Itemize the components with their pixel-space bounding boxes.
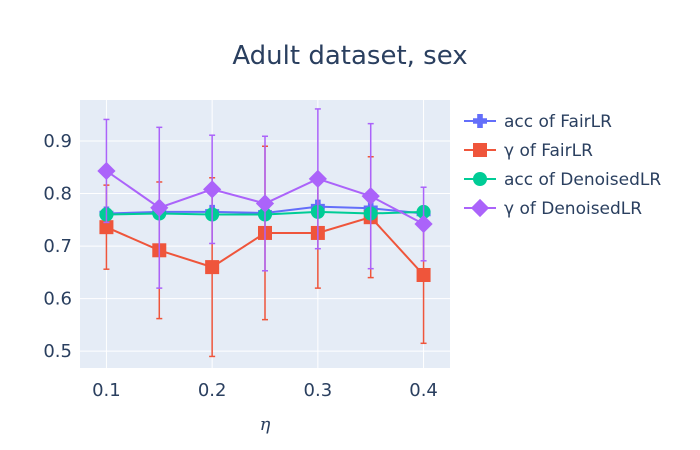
- x-tick-label: 0.1: [92, 380, 121, 401]
- legend[interactable]: acc of FairLR γ of FairLR acc of DenoisedL…: [464, 112, 661, 219]
- tick-labels: 0.1 0.2 0.3 0.4 0.5 0.6 0.7 0.8 0.9: [43, 131, 438, 401]
- x-tick-label: 0.4: [409, 380, 438, 401]
- data-point: [308, 169, 327, 188]
- legend-label: γ of FairLR: [504, 141, 593, 161]
- y-tick-label: 0.8: [43, 184, 72, 205]
- y-tick-label: 0.6: [43, 289, 72, 310]
- y-tick-label: 0.5: [43, 341, 72, 362]
- chart-title: Adult dataset, sex: [232, 41, 467, 71]
- legend-label: acc of FairLR: [504, 112, 612, 132]
- x-axis-title: η: [260, 414, 271, 435]
- legend-marker: [473, 172, 487, 186]
- legend-item[interactable]: γ of FairLR: [464, 141, 593, 161]
- data-point: [97, 161, 116, 181]
- data-point: [361, 187, 380, 206]
- x-tick-label: 0.2: [198, 380, 227, 401]
- y-tick-label: 0.9: [43, 131, 72, 152]
- y-tick-label: 0.7: [43, 236, 72, 257]
- data-point: [150, 198, 169, 217]
- legend-item[interactable]: γ of DenoisedLR: [464, 198, 642, 219]
- data-point: [99, 220, 114, 235]
- legend-label: γ of DenoisedLR: [504, 199, 642, 219]
- data-point: [203, 180, 222, 199]
- legend-label: acc of DenoisedLR: [504, 170, 661, 190]
- legend-marker: [473, 114, 487, 128]
- data-point: [205, 260, 220, 275]
- legend-item[interactable]: acc of DenoisedLR: [464, 170, 661, 190]
- series-layer: [97, 108, 433, 358]
- legend-item[interactable]: acc of FairLR: [464, 112, 612, 132]
- legend-marker: [473, 143, 487, 157]
- data-point: [255, 194, 275, 213]
- series-of-denoisedlr: [97, 108, 433, 289]
- data-point: [414, 214, 433, 234]
- data-point: [416, 267, 431, 282]
- x-tick-label: 0.3: [304, 380, 333, 401]
- legend-marker: [470, 198, 490, 218]
